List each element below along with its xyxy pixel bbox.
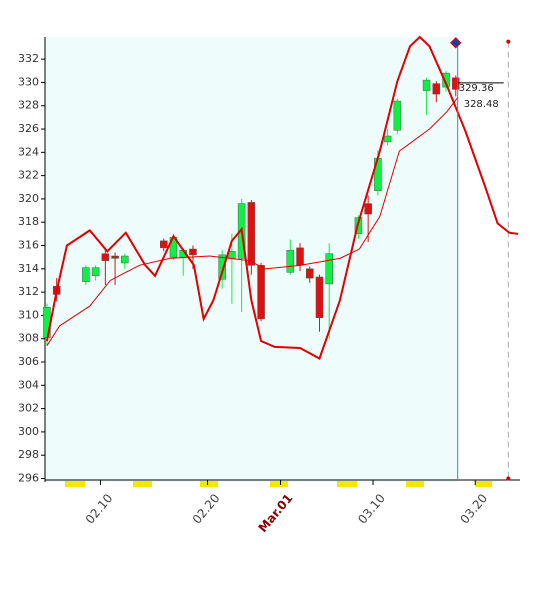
- x-tick-label: 03.20: [457, 491, 490, 526]
- candle-body: [101, 253, 110, 261]
- candle-body: [442, 72, 450, 88]
- x-tick-label: 02.10: [83, 491, 116, 526]
- candle-body: [218, 254, 226, 280]
- y-tick-label: 304: [18, 378, 39, 391]
- y-tick-label: 322: [18, 169, 39, 182]
- price-label: 329.36: [459, 83, 494, 94]
- x-tick-label: 03.10: [355, 491, 388, 526]
- time-markers: [65, 481, 492, 487]
- y-tick-label: 326: [18, 122, 39, 135]
- y-tick-label: 324: [18, 145, 39, 158]
- candle-body: [247, 202, 256, 266]
- x-tick-label: Mar.01: [256, 491, 296, 535]
- candle-body: [286, 249, 295, 273]
- time-marker: [270, 481, 288, 487]
- y-tick-label: 308: [18, 332, 39, 345]
- candle-body: [121, 255, 129, 264]
- time-marker: [475, 481, 492, 487]
- time-marker: [406, 481, 424, 487]
- candle-body: [111, 255, 119, 259]
- candle-body: [325, 253, 333, 285]
- candle-body: [228, 251, 236, 259]
- y-tick-label: 296: [18, 472, 39, 485]
- candle-body: [82, 267, 90, 282]
- candle-body: [296, 247, 304, 266]
- candle-body: [393, 100, 402, 131]
- x-tick-label: 02.20: [190, 491, 223, 526]
- candle-body: [364, 203, 372, 215]
- candle-body: [91, 267, 100, 277]
- candle-body: [315, 276, 324, 318]
- y-tick-label: 320: [18, 192, 39, 205]
- y-tick-label: 328: [18, 99, 39, 112]
- marker: [506, 39, 511, 44]
- candle-body: [422, 79, 431, 91]
- marker: [506, 476, 511, 481]
- y-tick-label: 310: [18, 308, 39, 321]
- y-tick-label: 318: [18, 215, 39, 228]
- y-tick-label: 314: [18, 262, 39, 275]
- candle-body: [160, 240, 168, 249]
- candle-body: [257, 265, 265, 320]
- candle-body: [189, 248, 197, 256]
- y-tick-label: 332: [18, 52, 39, 65]
- time-marker: [200, 481, 218, 487]
- indicator-line: [46, 97, 459, 346]
- time-marker: [65, 481, 85, 487]
- price-label: 328.48: [464, 99, 499, 110]
- time-marker: [133, 481, 152, 487]
- candle-body: [383, 135, 392, 143]
- y-tick-label: 330: [18, 75, 39, 88]
- candle-body: [452, 77, 460, 90]
- y-tick-label: 312: [18, 285, 39, 298]
- y-tick-label: 298: [18, 448, 39, 461]
- candle-body: [432, 83, 441, 95]
- y-tick-label: 302: [18, 402, 39, 415]
- y-tick-label: 300: [18, 425, 39, 438]
- candle-body: [306, 268, 314, 279]
- indicator-line: [45, 35, 519, 360]
- y-tick-label: 306: [18, 355, 39, 368]
- time-marker: [337, 481, 357, 487]
- y-tick-label: 316: [18, 239, 39, 252]
- marker: [450, 37, 462, 49]
